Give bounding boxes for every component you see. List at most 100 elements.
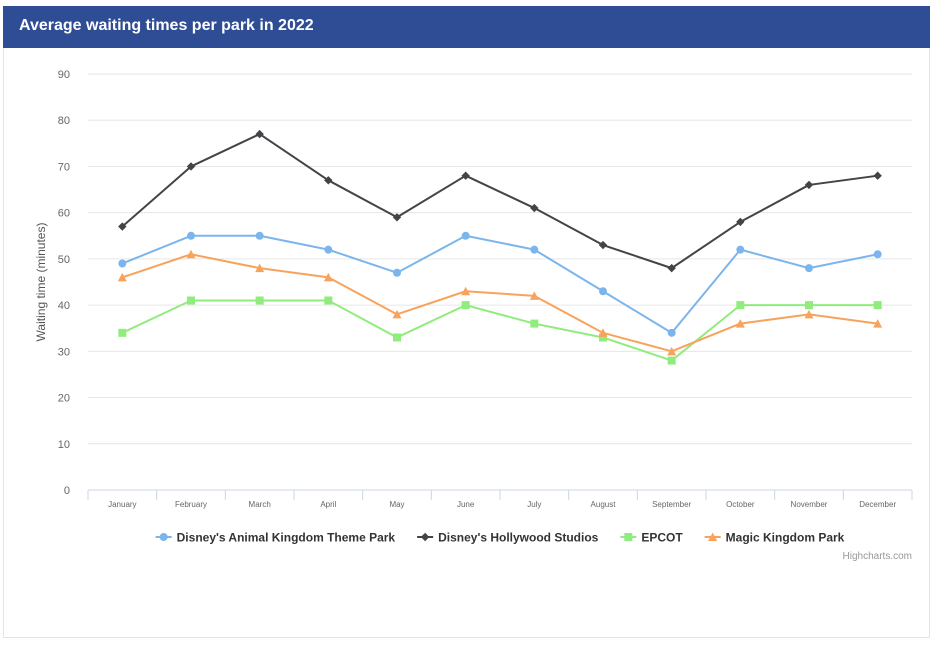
y-tick-label: 40 [58, 300, 70, 312]
data-point[interactable] [667, 356, 676, 365]
series-0 [118, 231, 882, 337]
data-point[interactable] [118, 328, 127, 337]
y-tick-label: 80 [58, 115, 70, 127]
series-lines [117, 129, 883, 365]
chart-title: Average waiting times per park in 2022 [19, 17, 314, 34]
data-point[interactable] [118, 259, 127, 268]
series-1 [118, 129, 882, 273]
data-point[interactable] [529, 291, 539, 300]
y-tick-label: 90 [58, 69, 70, 81]
data-point[interactable] [530, 245, 539, 254]
data-point[interactable] [530, 319, 539, 328]
data-point[interactable] [599, 333, 607, 342]
series-line[interactable] [121, 299, 878, 362]
data-point[interactable] [324, 245, 333, 254]
data-point[interactable] [392, 213, 402, 222]
data-point[interactable] [667, 263, 676, 273]
data-point[interactable] [804, 309, 814, 319]
data-point[interactable] [873, 171, 882, 180]
data-point[interactable] [735, 319, 745, 328]
series-line[interactable] [121, 234, 878, 334]
data-point[interactable] [873, 250, 882, 259]
data-point[interactable] [324, 176, 333, 185]
legend-marker[interactable] [708, 532, 718, 542]
data-point[interactable] [598, 240, 608, 250]
legend-item[interactable]: Disney's Animal Kingdom Theme Park [155, 531, 396, 545]
x-axis: January February March April May June July Augu… [87, 490, 913, 509]
data-point[interactable] [461, 171, 470, 180]
legend-label: Magic Kingdom Park [726, 531, 845, 545]
data-point[interactable] [187, 231, 195, 240]
chart-header: Average waiting times per park in 2022 [3, 6, 930, 48]
x-tick-label: August [591, 500, 617, 509]
data-point[interactable] [118, 222, 127, 231]
y-tick-label: 20 [58, 393, 70, 405]
data-point[interactable] [255, 231, 264, 240]
data-point[interactable] [117, 272, 127, 282]
data-point[interactable] [804, 180, 814, 190]
legend-label: Disney's Hollywood Studios [438, 531, 599, 545]
legend-item[interactable]: EPCOT [620, 531, 683, 545]
series-line[interactable] [122, 253, 878, 353]
y-axis: 0 10 20 30 40 50 60 70 80 90 [58, 69, 70, 497]
data-point[interactable] [186, 162, 196, 171]
legend-item[interactable]: Magic Kingdom Park [704, 531, 845, 545]
x-tick-label: June [457, 500, 475, 509]
x-tick-label: April [320, 500, 336, 509]
legend-marker[interactable] [420, 532, 430, 542]
data-point[interactable] [599, 287, 607, 296]
y-tick-label: 70 [58, 161, 70, 173]
data-point[interactable] [461, 231, 470, 240]
data-point[interactable] [393, 333, 401, 342]
y-axis-title: Waiting time (minutes) [34, 223, 48, 342]
credits-link[interactable]: Highcharts.com [843, 551, 912, 562]
legend: Disney's Animal Kingdom Theme Park Disney… [155, 531, 845, 545]
legend-label: Disney's Animal Kingdom Theme Park [177, 531, 396, 545]
legend-marker[interactable] [159, 533, 168, 541]
x-tick-label: October [726, 500, 755, 509]
series-2 [118, 296, 882, 365]
legend-item[interactable]: Disney's Hollywood Studios [417, 531, 599, 545]
y-tick-label: 30 [58, 346, 70, 358]
data-point[interactable] [805, 301, 813, 310]
gridlines [88, 73, 912, 491]
data-point[interactable] [392, 309, 402, 319]
series-line[interactable] [121, 133, 878, 270]
data-point[interactable] [667, 346, 677, 356]
legend-label: EPCOT [641, 531, 683, 545]
data-point[interactable] [805, 264, 813, 273]
data-point[interactable] [736, 301, 745, 310]
legend-marker[interactable] [624, 533, 633, 541]
data-point[interactable] [187, 296, 195, 305]
x-tick-label: May [389, 500, 404, 509]
series-3 [117, 249, 883, 356]
x-tick-label: November [791, 500, 828, 509]
data-point[interactable] [873, 301, 882, 310]
data-point[interactable] [461, 301, 470, 310]
x-tick-label: September [652, 500, 691, 509]
y-tick-label: 60 [58, 208, 70, 220]
data-point[interactable] [530, 203, 539, 213]
x-tick-label: February [175, 500, 207, 509]
data-point[interactable] [324, 296, 333, 305]
data-point[interactable] [393, 268, 401, 277]
data-point[interactable] [255, 296, 264, 305]
data-point[interactable] [461, 286, 471, 296]
x-tick-label: January [108, 500, 136, 509]
data-point[interactable] [667, 328, 676, 337]
y-tick-label: 10 [58, 439, 70, 451]
x-tick-label: March [249, 500, 271, 509]
data-point[interactable] [255, 263, 265, 273]
y-tick-label: 0 [64, 485, 70, 497]
data-point[interactable] [255, 129, 264, 139]
data-point[interactable] [873, 319, 883, 328]
chart-card [3, 6, 930, 638]
x-tick-label: July [527, 500, 541, 509]
data-point[interactable] [736, 217, 745, 227]
data-point[interactable] [323, 272, 333, 282]
data-point[interactable] [736, 245, 745, 254]
x-tick-label: December [859, 500, 896, 509]
data-point[interactable] [186, 249, 196, 259]
data-point[interactable] [598, 328, 608, 337]
